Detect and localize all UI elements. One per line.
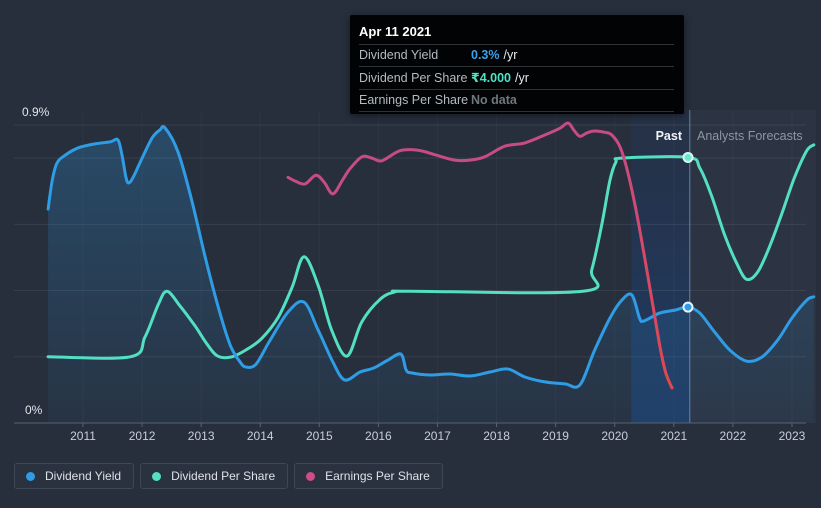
y-axis-max-label: 0.9% (22, 105, 50, 119)
tooltip-value: No data (471, 93, 517, 107)
legend-item-earnings-per-share[interactable]: Earnings Per Share (294, 463, 443, 489)
x-tick-label-2013: 2013 (187, 429, 215, 443)
x-tick-label-2023: 2023 (778, 429, 806, 443)
chart-legend: Dividend Yield Dividend Per Share Earnings… (14, 463, 449, 489)
x-tick-label-2022: 2022 (719, 429, 747, 443)
tooltip-value: 0.3% (471, 48, 500, 62)
y-axis-min-label: 0% (25, 403, 43, 417)
tooltip-unit: /yr (514, 70, 529, 85)
forecast-region-label: Analysts Forecasts (697, 129, 803, 143)
tooltip-unit: /yr (503, 48, 518, 62)
dividend-per-share-marker-dot[interactable] (682, 151, 694, 163)
x-tick-label-2014: 2014 (246, 429, 274, 443)
x-tick-label-2017: 2017 (424, 429, 451, 443)
x-tick-label-2021: 2021 (660, 429, 688, 443)
x-tick-label-2016: 2016 (365, 429, 392, 443)
past-region-label: Past (655, 129, 682, 143)
dividend-yield-line[interactable] (46, 125, 816, 389)
x-tick-label-2018: 2018 (483, 429, 510, 443)
legend-dot-icon (306, 471, 316, 481)
tooltip-row-dividend-yield: Dividend Yield 0.3% /yr (359, 45, 674, 67)
tooltip-value: ₹4.000 (471, 71, 511, 85)
legend-item-dividend-per-share[interactable]: Dividend Per Share (140, 463, 289, 489)
legend-item-dividend-yield[interactable]: Dividend Yield (14, 463, 135, 489)
hover-tooltip: Apr 11 2021 Dividend Yield 0.3% /yr Divi… (350, 15, 684, 114)
tooltip-label: Earnings Per Share (359, 93, 469, 107)
x-tick-label-2015: 2015 (305, 429, 333, 443)
dividend-per-share-line[interactable] (46, 143, 816, 360)
tooltip-row-dividend-per-share: Dividend Per Share ₹4.000 /yr (359, 67, 674, 90)
legend-dot-icon (152, 471, 162, 481)
tooltip-row-earnings-per-share: Earnings Per Share No data (359, 90, 674, 112)
tooltip-date: Apr 11 2021 (359, 22, 674, 45)
legend-item-label: Earnings Per Share (325, 469, 430, 483)
x-tick-label-2011: 2011 (70, 429, 96, 443)
legend-item-label: Dividend Per Share (171, 469, 276, 483)
x-tick-label-2019: 2019 (542, 429, 569, 443)
tooltip-label: Dividend Yield (359, 48, 439, 62)
x-tick-label-2020: 2020 (601, 429, 629, 443)
dividend-yield-area (48, 126, 814, 423)
legend-dot-icon (26, 471, 35, 481)
tooltip-label: Dividend Per Share (359, 70, 468, 85)
dividend-yield-marker-dot[interactable] (682, 301, 694, 313)
legend-item-label: Dividend Yield (45, 469, 122, 483)
x-tick-label-2012: 2012 (128, 429, 156, 443)
earnings-per-share-line[interactable] (286, 121, 674, 390)
